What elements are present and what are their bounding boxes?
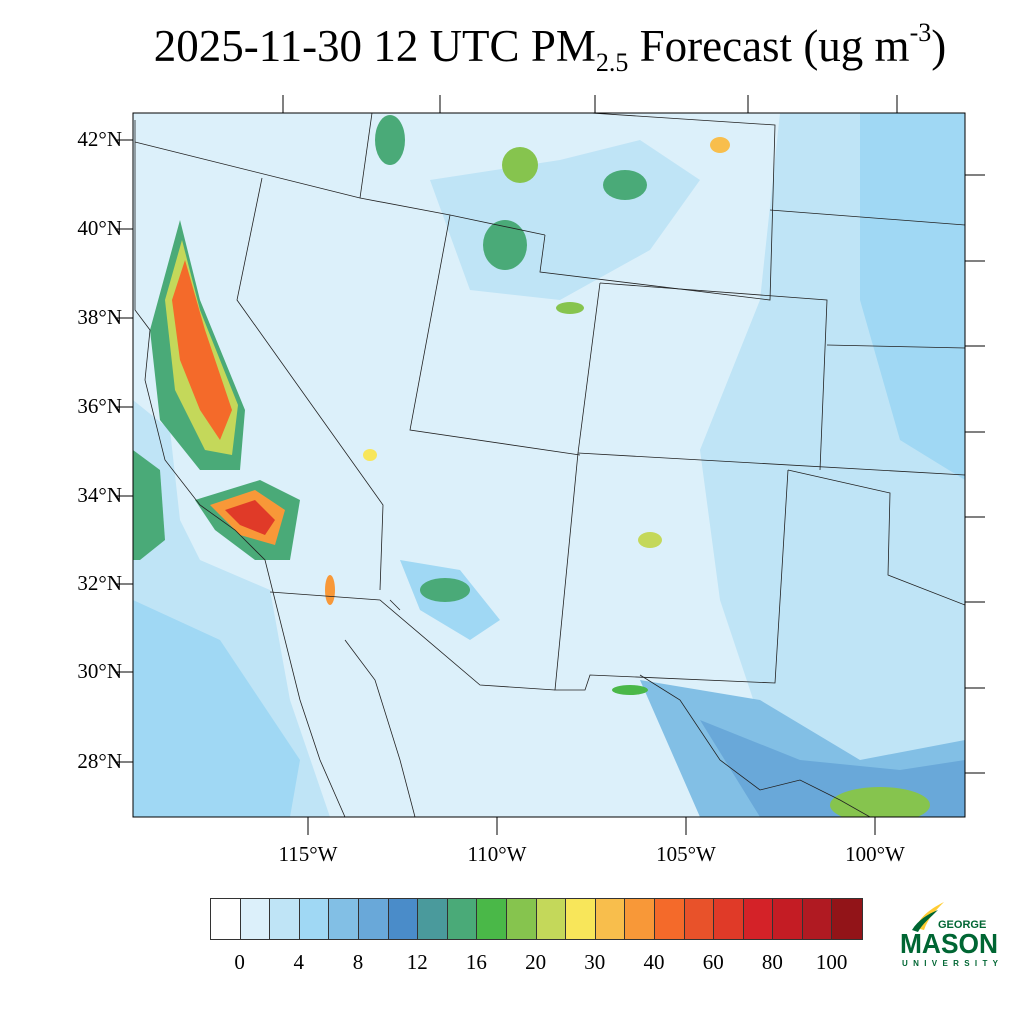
idaho-west-haze	[375, 115, 405, 165]
mexicali-haze	[325, 575, 335, 605]
colorbar-swatch	[625, 899, 655, 939]
colorbar-label: 100	[815, 950, 848, 974]
lat-label: 42°N	[77, 127, 122, 151]
coastline	[134, 120, 416, 817]
colorbar-swatch	[714, 899, 744, 939]
colorbar-swatch	[566, 899, 596, 939]
colorbar-swatch	[802, 899, 833, 939]
co-haze	[556, 302, 584, 314]
colorbar-swatch	[299, 899, 330, 939]
colorbar-label: 8	[352, 950, 364, 974]
colorbar-swatch	[329, 899, 359, 939]
colorbar-swatch	[270, 899, 300, 939]
lon-label: 105°W	[656, 842, 716, 866]
colorbar-swatch	[832, 899, 863, 939]
colorbar-swatch	[506, 899, 537, 939]
lat-label: 30°N	[77, 659, 122, 683]
lon-label: 115°W	[278, 842, 338, 866]
salt-lake-haze	[483, 220, 527, 270]
colorbar-label: 0	[234, 950, 245, 974]
eastern-plains-haze2	[860, 113, 965, 480]
lat-label: 40°N	[77, 216, 122, 240]
idaho-haze	[502, 147, 538, 183]
gmu-logo: GEORGE MASON UNIVERSITY	[900, 902, 999, 968]
lat-label: 32°N	[77, 571, 122, 595]
colorbar-swatch	[447, 899, 478, 939]
colorbar-label: 20	[525, 950, 547, 974]
pm25-map	[115, 95, 985, 835]
socal-peak	[225, 500, 275, 535]
lon-label: 110°W	[467, 842, 527, 866]
lat-label: 34°N	[77, 483, 122, 507]
colorbar-swatch	[595, 899, 626, 939]
colorbar-swatch	[743, 899, 774, 939]
state-borders	[134, 113, 965, 691]
colorbar-swatch	[240, 899, 271, 939]
colorbar-label: 30	[584, 950, 606, 974]
colorbar	[210, 898, 864, 940]
colorbar-swatch	[654, 899, 685, 939]
phoenix-haze	[420, 578, 470, 602]
central-valley-peak	[172, 260, 232, 440]
sd-haze	[710, 137, 730, 153]
axis-ticks	[115, 95, 985, 835]
lon-label: 100°W	[845, 842, 905, 866]
colorbar-swatch	[211, 899, 241, 939]
logo-george: GEORGE	[938, 919, 986, 931]
wyoming-haze	[603, 170, 647, 200]
colorbar-swatch	[684, 899, 715, 939]
lat-label: 36°N	[77, 394, 122, 418]
gulf-plume	[830, 787, 930, 817]
logo-university: UNIVERSITY	[902, 959, 999, 968]
colorbar-label: 80	[761, 950, 783, 974]
vegas-haze	[363, 449, 377, 461]
colorbar-label: 60	[702, 950, 724, 974]
colorbar-label: 12	[406, 950, 428, 974]
colorbar-swatch	[388, 899, 419, 939]
chihuahua-haze	[612, 685, 648, 695]
colorbar-swatch	[536, 899, 567, 939]
colorbar-label: 4	[293, 950, 305, 974]
elpaso-haze	[638, 532, 662, 548]
logo-mason: MASON	[900, 928, 998, 959]
ocean-haze-inner	[133, 600, 300, 817]
colorbar-swatch	[773, 899, 803, 939]
colorbar-label: 40	[643, 950, 665, 974]
coastal-haze	[133, 450, 165, 560]
lat-label: 38°N	[77, 305, 122, 329]
chart-title: 2025-11-30 12 UTC PM2.5 Forecast (ug m-3…	[153, 18, 947, 77]
colorbar-swatch	[358, 899, 389, 939]
lat-label: 28°N	[77, 749, 122, 773]
colorbar-swatch	[418, 899, 448, 939]
colorbar-label: 16	[465, 950, 487, 974]
rio-grande	[639, 674, 871, 817]
map-frame	[132, 112, 966, 818]
colorbar-swatch	[477, 899, 507, 939]
